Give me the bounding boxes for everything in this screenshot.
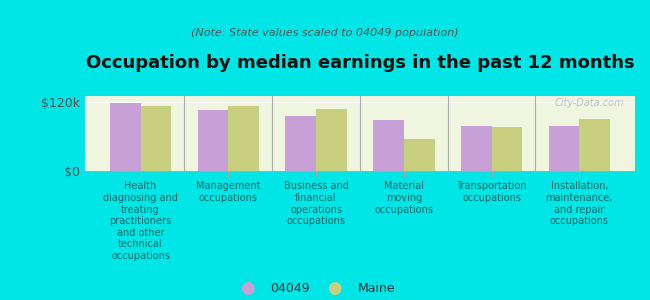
Title: Occupation by median earnings in the past 12 months: Occupation by median earnings in the pas… (86, 54, 634, 72)
Bar (491, 127, 522, 171)
Bar (228, 106, 259, 171)
Text: (Note: State values scaled to 04049 population): (Note: State values scaled to 04049 popu… (191, 28, 459, 38)
Bar (579, 119, 610, 171)
Bar (461, 126, 491, 171)
Text: City-Data.com: City-Data.com (554, 98, 624, 108)
Text: ●: ● (328, 279, 342, 297)
Text: ●: ● (240, 279, 254, 297)
Bar (404, 139, 434, 171)
Text: 04049: 04049 (270, 281, 309, 295)
Text: Maine: Maine (358, 281, 395, 295)
Bar (110, 103, 140, 171)
Bar (285, 116, 316, 171)
Bar (316, 109, 346, 171)
Bar (373, 120, 404, 171)
Bar (549, 126, 579, 171)
Bar (140, 106, 172, 171)
Bar (198, 110, 228, 171)
